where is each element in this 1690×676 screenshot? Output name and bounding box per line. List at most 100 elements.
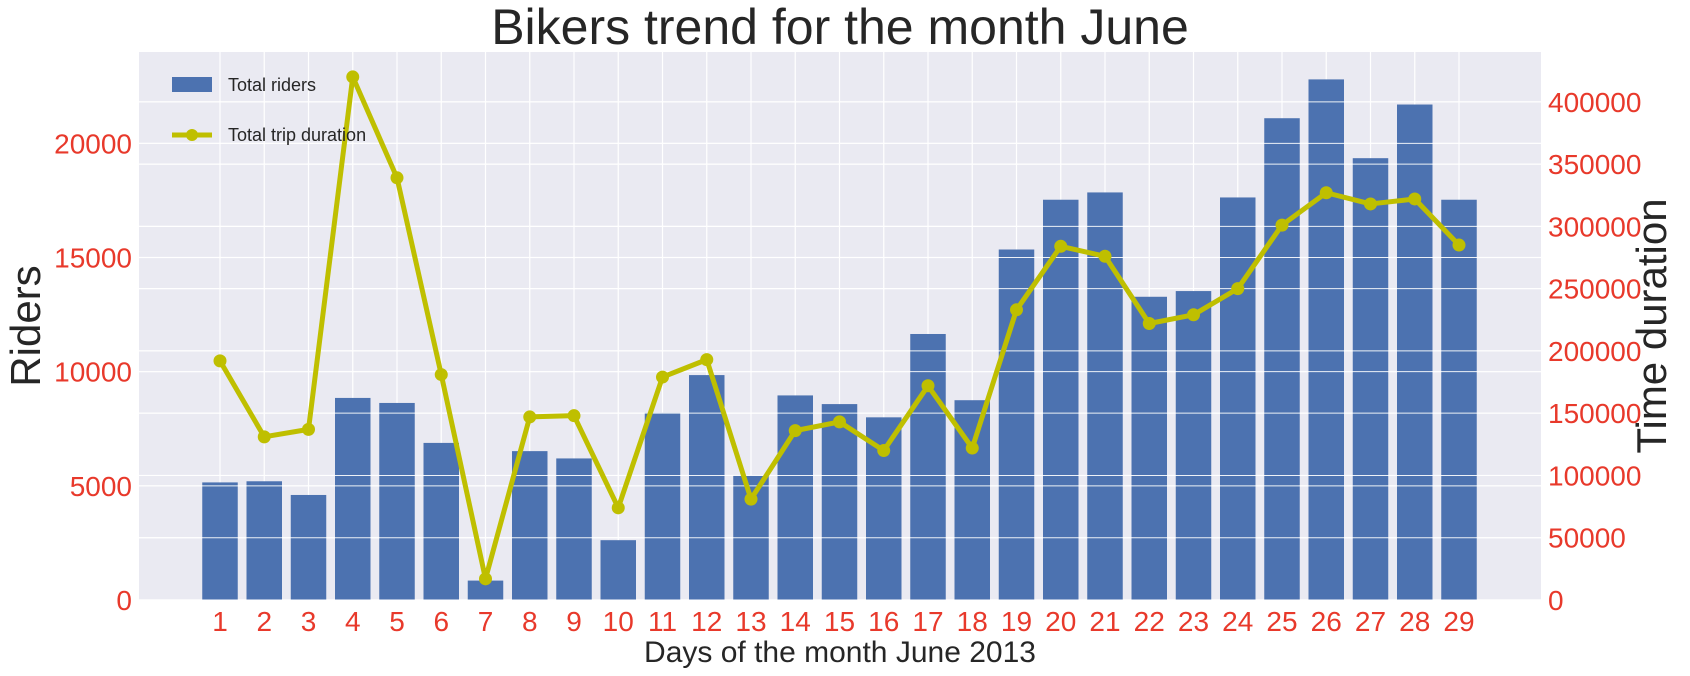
point-total-trip-duration [213,354,227,368]
point-total-trip-duration [346,70,360,84]
x-tick-label: 11 [648,606,677,637]
point-total-trip-duration [1142,317,1156,331]
right-y-tick-label: 300000 [1548,211,1641,242]
point-total-trip-duration [1054,239,1068,253]
point-total-trip-duration [257,430,271,444]
x-tick-label: 9 [566,606,582,637]
x-tick-label: 27 [1355,606,1386,637]
bar-total-riders [1264,118,1300,600]
left-y-tick-label: 20000 [54,128,132,159]
bar-total-riders [600,540,636,600]
legend-swatch-total-riders [172,77,212,92]
x-tick-label: 13 [735,606,766,637]
x-tick-label: 4 [345,606,361,637]
bar-total-riders [202,482,238,600]
point-total-trip-duration [390,171,404,185]
point-total-trip-duration [921,379,935,393]
point-total-trip-duration [1408,192,1422,206]
x-tick-label: 26 [1311,606,1342,637]
right-y-tick-label: 250000 [1548,274,1641,305]
left-y-tick-labels: 0 5000 10000 15000 20000 [54,128,132,616]
bar-total-riders [910,333,946,600]
x-tick-label: 3 [301,606,317,637]
bar-total-riders [290,494,327,600]
x-tick-label: 6 [433,606,449,637]
x-tick-label: 10 [603,606,634,637]
chart-title: Bikers trend for the month June [491,0,1189,55]
x-tick-label: 21 [1089,606,1120,637]
point-total-trip-duration [479,572,492,586]
bar-total-riders [1220,197,1256,600]
x-tick-labels: 1 2 3 4 5 6 7 8 9 10 11 12 13 14 15 16 17 18 19 20 21 22 23 24 2… [212,606,1474,637]
x-tick-label: 16 [868,606,899,637]
bar-total-riders [467,580,504,600]
right-y-tick-label: 350000 [1548,149,1641,180]
legend: Total riders Total trip duration [172,75,366,145]
legend-label-total-riders: Total riders [228,75,316,95]
point-total-trip-duration [1364,197,1377,211]
left-y-tick-label: 15000 [54,243,132,274]
x-tick-label: 14 [780,606,811,637]
point-total-trip-duration [523,410,537,424]
bar-total-riders [423,442,459,600]
x-tick-label: 1 [212,606,228,637]
point-total-trip-duration [1275,218,1289,232]
x-tick-label: 29 [1443,606,1474,637]
bar-total-riders [998,249,1035,600]
bar-total-riders [821,404,858,600]
point-total-trip-duration [656,370,669,384]
bar-total-riders [1352,158,1389,601]
x-tick-label: 25 [1266,606,1297,637]
point-total-trip-duration [1319,186,1333,200]
x-tick-label: 22 [1134,606,1165,637]
point-total-trip-duration [1187,308,1200,322]
right-y-tick-label: 50000 [1548,523,1626,554]
x-tick-label: 18 [957,606,988,637]
bar-total-riders [644,412,681,600]
bar-total-riders [1131,296,1167,600]
legend-label-total-trip-duration: Total trip duration [228,125,366,145]
point-total-trip-duration [434,368,448,382]
bar-total-riders [1308,79,1344,600]
x-tick-label: 7 [478,606,494,637]
bar-total-riders [379,402,415,600]
left-y-tick-label: 10000 [54,357,132,388]
point-total-trip-duration [611,501,625,515]
x-tick-label: 28 [1399,606,1430,637]
point-total-trip-duration [567,409,581,423]
x-tick-label: 20 [1045,606,1076,637]
bar-total-riders [246,481,282,600]
point-total-trip-duration [744,492,758,506]
bar-total-riders [689,375,725,600]
point-total-trip-duration [965,441,979,455]
x-tick-label: 17 [912,606,943,637]
point-total-trip-duration [1010,303,1023,317]
point-total-trip-duration [877,444,891,458]
point-total-trip-duration [1452,238,1466,252]
x-tick-label: 24 [1222,606,1253,637]
line-series [213,70,1466,586]
bar-total-riders [512,451,548,600]
bar-total-riders [335,397,371,600]
right-y-tick-labels: 0 50000 100000 150000 200000 250000 300000 3500… [1548,87,1641,616]
legend-swatch-trip-duration-marker [186,129,198,141]
point-total-trip-duration [700,353,714,367]
x-tick-label: 15 [824,606,855,637]
point-total-trip-duration [788,424,802,438]
bar-total-riders [556,458,592,600]
left-y-axis-label: Riders [2,265,49,386]
x-tick-label: 8 [522,606,538,637]
right-y-tick-label: 0 [1548,585,1564,616]
left-y-tick-label: 5000 [70,471,132,502]
right-y-tick-label: 400000 [1548,87,1641,118]
bar-total-riders [1175,291,1212,600]
right-y-axis-label: Time duration [1628,198,1675,453]
right-y-tick-label: 200000 [1548,336,1641,367]
right-y-tick-label: 150000 [1548,398,1641,429]
point-total-trip-duration [1098,249,1112,263]
left-y-tick-label: 0 [116,585,132,616]
bar-series [202,79,1477,601]
x-tick-label: 5 [389,606,405,637]
right-y-tick-label: 100000 [1548,460,1641,491]
